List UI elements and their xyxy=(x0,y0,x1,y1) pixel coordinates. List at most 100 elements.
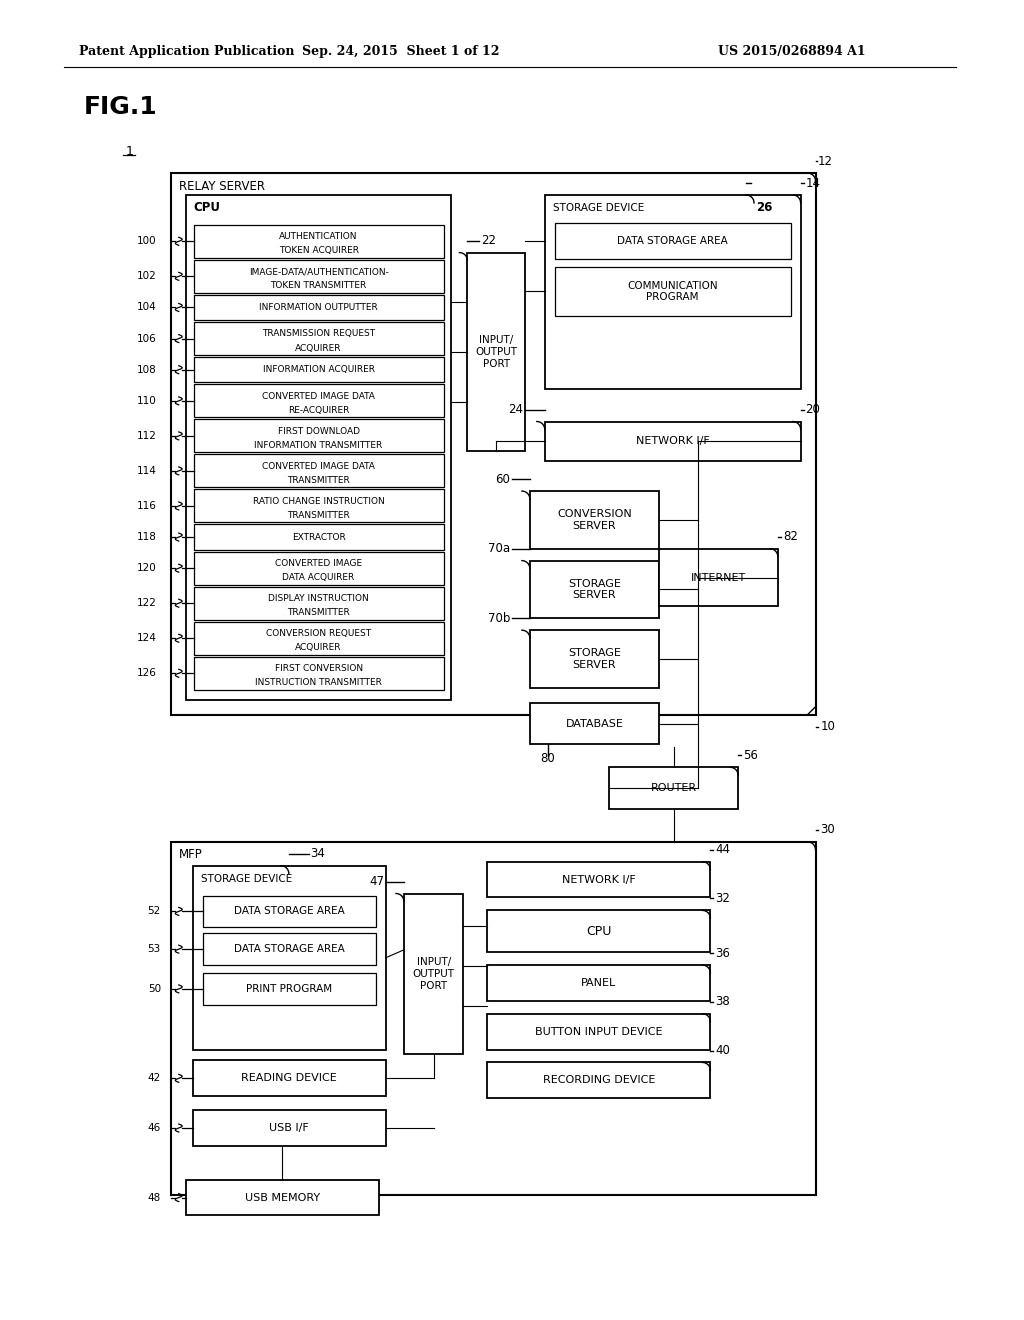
Bar xyxy=(487,862,711,898)
Bar xyxy=(171,173,815,714)
Text: 56: 56 xyxy=(743,748,758,762)
Bar xyxy=(403,894,464,1055)
Text: STORAGE
SERVER: STORAGE SERVER xyxy=(568,648,621,669)
Text: INSTRUCTION TRANSMITTER: INSTRUCTION TRANSMITTER xyxy=(255,678,382,688)
Text: RELAY SERVER: RELAY SERVER xyxy=(179,180,265,193)
Text: 1: 1 xyxy=(125,145,133,157)
Text: COMMUNICATION
PROGRAM: COMMUNICATION PROGRAM xyxy=(628,281,718,302)
Text: FIRST CONVERSION: FIRST CONVERSION xyxy=(274,664,362,673)
Bar xyxy=(194,358,443,383)
Text: 32: 32 xyxy=(716,892,730,906)
Text: IMAGE-DATA/AUTHENTICATION-: IMAGE-DATA/AUTHENTICATION- xyxy=(249,267,388,276)
Text: 70b: 70b xyxy=(487,611,510,624)
Text: 40: 40 xyxy=(716,1044,730,1057)
Text: 120: 120 xyxy=(137,564,157,573)
Bar xyxy=(194,224,443,257)
Bar xyxy=(203,973,376,1005)
Text: 124: 124 xyxy=(137,634,157,643)
Bar xyxy=(194,586,443,620)
Text: FIG.1: FIG.1 xyxy=(84,95,158,119)
Text: 34: 34 xyxy=(310,847,326,861)
Text: 126: 126 xyxy=(137,668,157,678)
Text: 46: 46 xyxy=(147,1123,161,1133)
Text: DISPLAY INSTRUCTION: DISPLAY INSTRUCTION xyxy=(268,594,369,603)
Text: CONVERSION REQUEST: CONVERSION REQUEST xyxy=(266,628,371,638)
Text: 30: 30 xyxy=(820,824,836,837)
Bar xyxy=(529,630,658,688)
Text: 112: 112 xyxy=(137,430,157,441)
Text: TRANSMITTER: TRANSMITTER xyxy=(287,477,350,484)
Text: AUTHENTICATION: AUTHENTICATION xyxy=(280,232,357,242)
Bar xyxy=(467,252,525,451)
Text: TOKEN TRANSMITTER: TOKEN TRANSMITTER xyxy=(270,281,367,290)
Text: 116: 116 xyxy=(137,500,157,511)
Bar xyxy=(193,1110,386,1146)
Bar xyxy=(545,195,801,388)
Text: RECORDING DEVICE: RECORDING DEVICE xyxy=(543,1076,655,1085)
Bar xyxy=(194,524,443,549)
Text: INFORMATION ACQUIRER: INFORMATION ACQUIRER xyxy=(262,366,375,375)
Text: 38: 38 xyxy=(716,995,730,1008)
Text: ACQUIRER: ACQUIRER xyxy=(295,643,342,652)
Text: Sep. 24, 2015  Sheet 1 of 12: Sep. 24, 2015 Sheet 1 of 12 xyxy=(302,45,500,58)
Text: 60: 60 xyxy=(496,473,510,486)
Bar xyxy=(194,657,443,690)
Text: DATA STORAGE AREA: DATA STORAGE AREA xyxy=(233,944,345,954)
Text: INTERNET: INTERNET xyxy=(690,573,745,582)
Bar xyxy=(185,195,452,700)
Text: 108: 108 xyxy=(137,364,157,375)
Text: RATIO CHANGE INSTRUCTION: RATIO CHANGE INSTRUCTION xyxy=(253,496,384,506)
Text: USB MEMORY: USB MEMORY xyxy=(245,1192,319,1203)
Text: CPU: CPU xyxy=(194,202,220,214)
Text: INFORMATION TRANSMITTER: INFORMATION TRANSMITTER xyxy=(254,441,383,450)
Text: DATA STORAGE AREA: DATA STORAGE AREA xyxy=(233,907,345,916)
Text: INPUT/
OUTPUT
PORT: INPUT/ OUTPUT PORT xyxy=(413,957,455,990)
Text: TRANSMITTER: TRANSMITTER xyxy=(287,511,350,520)
Text: TOKEN ACQUIRER: TOKEN ACQUIRER xyxy=(279,247,358,255)
Text: 12: 12 xyxy=(817,154,833,168)
Text: 114: 114 xyxy=(137,466,157,477)
Bar xyxy=(194,260,443,293)
Text: 82: 82 xyxy=(782,531,798,544)
Text: 24: 24 xyxy=(508,403,523,416)
Text: PRINT PROGRAM: PRINT PROGRAM xyxy=(246,983,333,994)
Text: 118: 118 xyxy=(137,532,157,543)
Text: 36: 36 xyxy=(716,946,730,960)
Text: 53: 53 xyxy=(147,944,161,954)
Text: 47: 47 xyxy=(369,875,384,888)
Text: DATA STORAGE AREA: DATA STORAGE AREA xyxy=(617,236,728,246)
Text: 10: 10 xyxy=(820,721,836,733)
Text: RE-ACQUIRER: RE-ACQUIRER xyxy=(288,407,349,414)
Bar xyxy=(194,294,443,321)
Bar xyxy=(194,322,443,355)
Bar xyxy=(487,1014,711,1049)
Text: READING DEVICE: READING DEVICE xyxy=(242,1073,337,1084)
Text: TRANSMISSION REQUEST: TRANSMISSION REQUEST xyxy=(262,329,375,338)
Text: BUTTON INPUT DEVICE: BUTTON INPUT DEVICE xyxy=(535,1027,663,1036)
Text: CONVERTED IMAGE: CONVERTED IMAGE xyxy=(275,558,362,568)
Text: 106: 106 xyxy=(137,334,157,343)
Text: 100: 100 xyxy=(137,236,157,247)
Text: ACQUIRER: ACQUIRER xyxy=(295,343,342,352)
Bar xyxy=(545,421,801,461)
Text: DATABASE: DATABASE xyxy=(565,718,624,729)
Text: 22: 22 xyxy=(481,234,497,247)
Text: 50: 50 xyxy=(147,983,161,994)
Bar xyxy=(194,622,443,655)
Bar xyxy=(555,223,791,259)
Text: 20: 20 xyxy=(806,403,820,416)
Bar xyxy=(193,866,386,1049)
Bar xyxy=(487,965,711,1001)
Text: 80: 80 xyxy=(540,752,555,764)
Bar xyxy=(193,1060,386,1096)
Text: CONVERSION
SERVER: CONVERSION SERVER xyxy=(557,510,632,531)
Text: NETWORK I/F: NETWORK I/F xyxy=(636,437,710,446)
Bar xyxy=(555,267,791,317)
Bar xyxy=(487,1063,711,1098)
Text: STORAGE
SERVER: STORAGE SERVER xyxy=(568,578,621,601)
Bar xyxy=(194,490,443,523)
Text: 110: 110 xyxy=(137,396,157,405)
Text: TRANSMITTER: TRANSMITTER xyxy=(287,609,350,618)
Bar xyxy=(529,561,658,618)
Text: CONVERTED IMAGE DATA: CONVERTED IMAGE DATA xyxy=(262,462,375,471)
